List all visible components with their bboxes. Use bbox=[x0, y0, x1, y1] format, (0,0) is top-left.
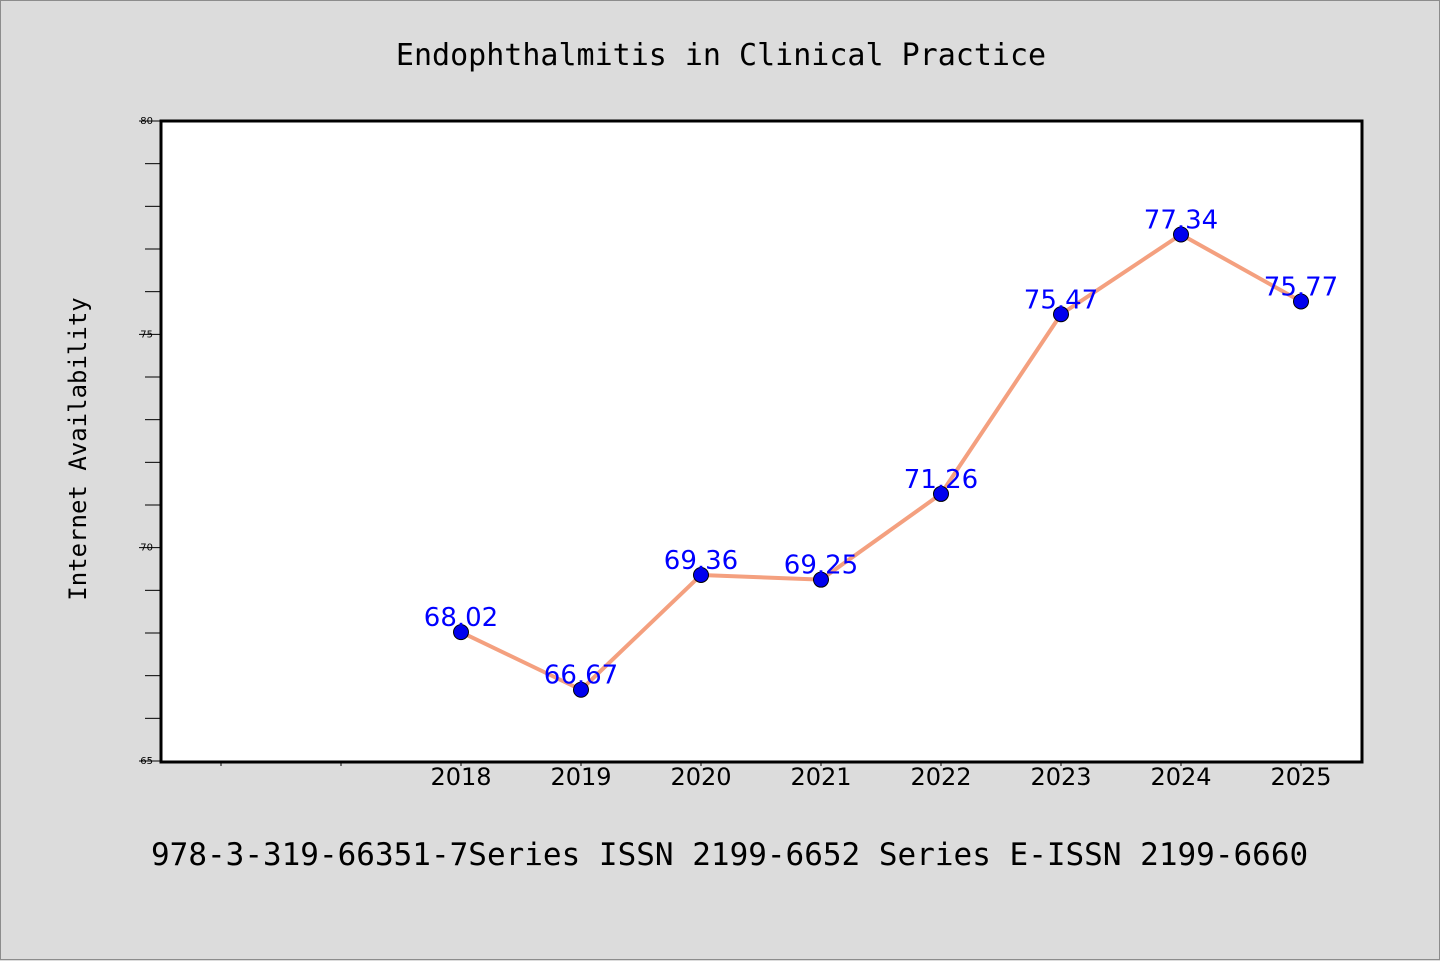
y-tick-label: 75 bbox=[140, 329, 153, 340]
data-point-marker bbox=[813, 571, 829, 588]
data-value-label: 69.36 bbox=[664, 546, 738, 576]
y-tick-label: 80 bbox=[140, 116, 153, 127]
x-tick-label: 2020 bbox=[670, 763, 731, 791]
y-tick-label: 70 bbox=[140, 543, 153, 554]
data-point-marker bbox=[1053, 306, 1069, 323]
data-point-marker bbox=[933, 485, 949, 502]
x-axis: 2018 2019 2020 2021 2022 2023 2024 2025 bbox=[220, 761, 1332, 791]
x-tick-label: 2022 bbox=[910, 763, 971, 791]
y-tick-label: 65 bbox=[140, 756, 153, 767]
data-value-label: 77.34 bbox=[1144, 205, 1218, 235]
data-value-label: 68.02 bbox=[424, 603, 498, 633]
data-point-marker bbox=[1293, 293, 1309, 310]
data-value-label: 75.47 bbox=[1024, 285, 1098, 315]
x-tick-label: 2019 bbox=[550, 763, 611, 791]
plot-area bbox=[159, 119, 1364, 764]
data-value-label: 69.25 bbox=[784, 551, 858, 581]
x-tick-label: 2024 bbox=[1150, 763, 1211, 791]
y-axis: 65 70 75 80 bbox=[139, 116, 161, 767]
x-tick-label: 2025 bbox=[1270, 763, 1331, 791]
markers-group bbox=[453, 226, 1309, 698]
data-point-marker bbox=[573, 681, 589, 698]
data-labels-group: 68.02 66.67 69.36 69.25 71.26 75.47 77.34 75.77 bbox=[424, 205, 1338, 690]
series-line bbox=[459, 232, 1303, 692]
series-line-group bbox=[459, 232, 1303, 692]
x-tick-label: 2021 bbox=[790, 763, 851, 791]
data-value-label: 75.77 bbox=[1264, 272, 1338, 302]
y-axis-label: Internet Availability bbox=[64, 297, 92, 600]
x-tick-label: 2023 bbox=[1030, 763, 1091, 791]
data-point-marker bbox=[453, 624, 469, 641]
x-tick-label: 2018 bbox=[430, 763, 491, 791]
data-point-marker bbox=[1173, 226, 1189, 243]
chart-title: Endophthalmitis in Clinical Practice bbox=[396, 38, 1046, 73]
data-point-marker bbox=[693, 566, 709, 583]
data-value-label: 71.26 bbox=[904, 465, 978, 495]
footer-isbn-text: 978-3-319-66351-7Series ISSN 2199-6652 S… bbox=[151, 837, 1308, 873]
data-value-label: 66.67 bbox=[544, 661, 618, 691]
